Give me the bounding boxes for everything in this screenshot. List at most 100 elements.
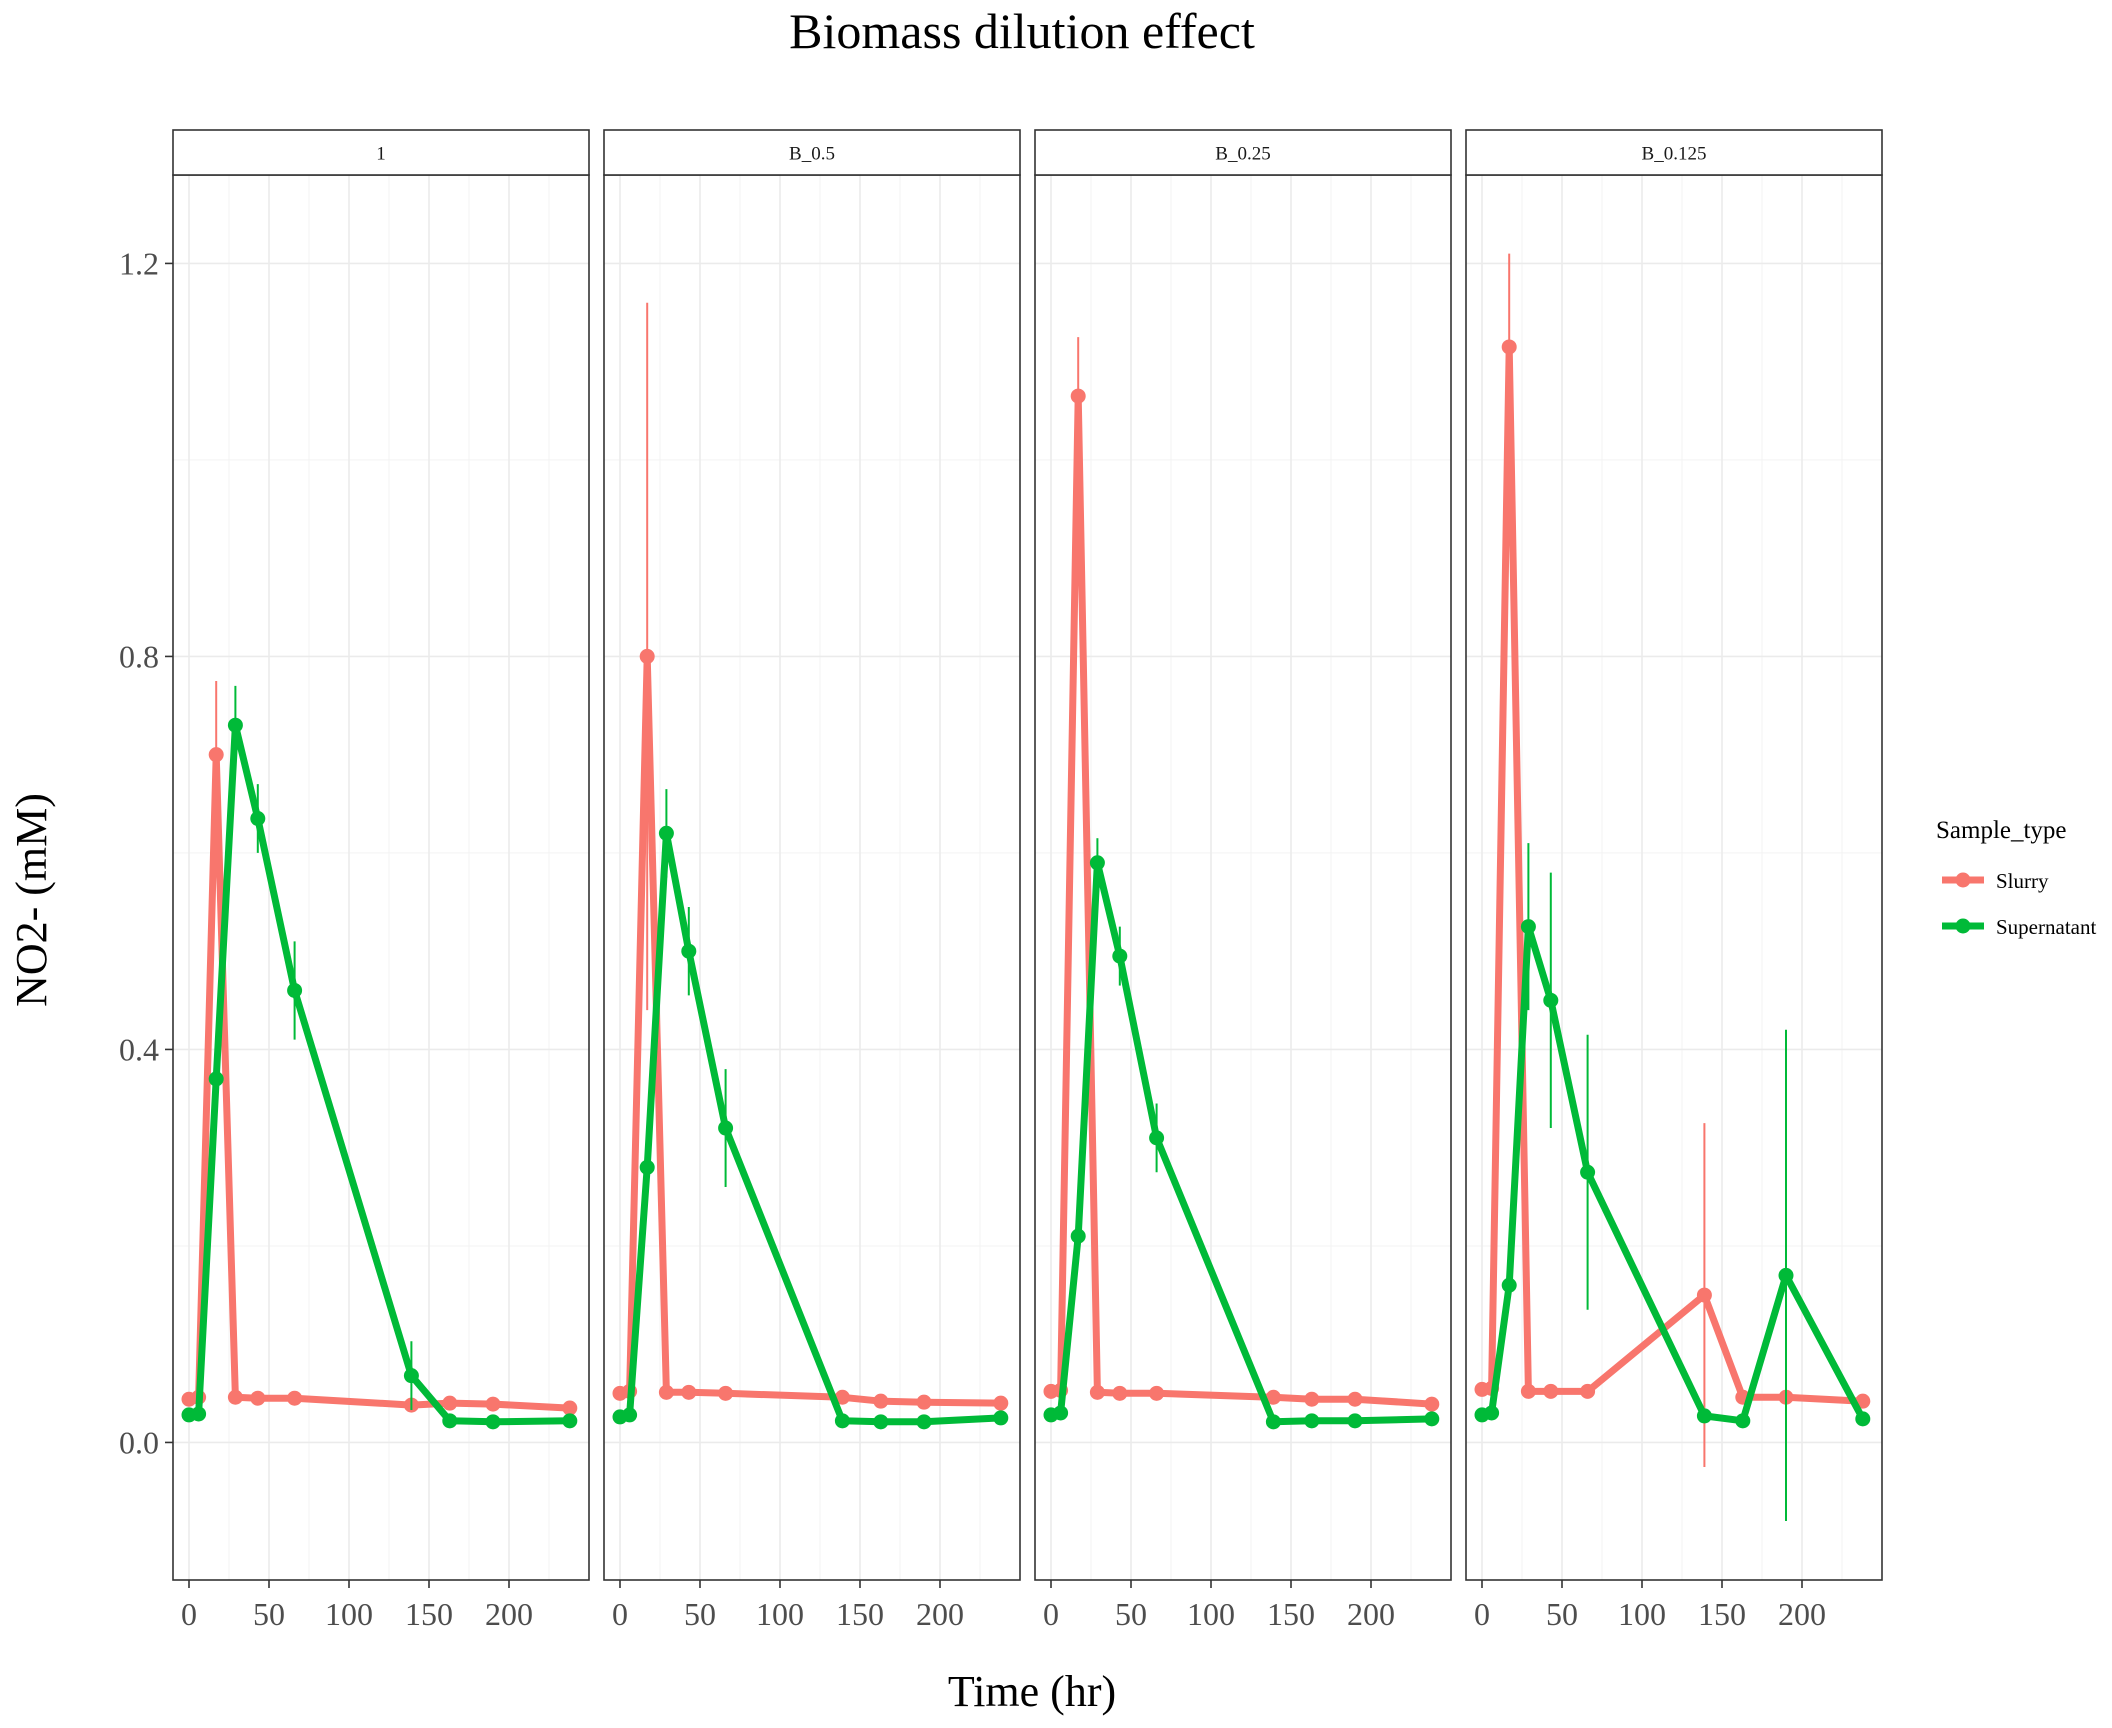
legend-entry: Slurry — [1942, 869, 2049, 893]
data-point — [1520, 919, 1536, 935]
data-point — [1112, 1385, 1128, 1401]
y-axis-title: NO2- (mM) — [7, 793, 56, 1007]
y-tick-label: 0.8 — [119, 638, 159, 674]
x-tick-label: 100 — [1187, 1596, 1235, 1632]
data-point — [1543, 992, 1559, 1008]
data-point — [1347, 1413, 1363, 1429]
data-point — [191, 1406, 207, 1422]
data-point — [681, 1384, 697, 1400]
series-supernatant — [181, 685, 578, 1430]
data-point — [1735, 1413, 1751, 1429]
data-point — [1484, 1405, 1500, 1421]
data-point — [1696, 1287, 1712, 1303]
data-point — [227, 717, 243, 733]
data-point — [562, 1400, 578, 1416]
data-point — [1265, 1414, 1281, 1430]
data-point — [873, 1414, 889, 1430]
y-axis: 0.0 0.4 0.8 1.2 — [119, 245, 173, 1460]
series-line — [616, 652, 1005, 1407]
data-point — [1778, 1267, 1794, 1283]
legend-key-point — [1955, 918, 1971, 934]
data-point — [1580, 1383, 1596, 1399]
data-point — [834, 1389, 850, 1405]
data-point — [639, 648, 655, 664]
chart-title: Biomass dilution effect — [789, 3, 1255, 59]
series-line — [185, 751, 574, 1412]
data-point — [834, 1413, 850, 1429]
facet-strip-label: B_0.5 — [789, 144, 835, 165]
x-tick-label: 100 — [325, 1596, 373, 1632]
legend-title: Sample_type — [1936, 817, 2067, 844]
data-point — [1070, 1228, 1086, 1244]
series-line — [1478, 923, 1867, 1425]
data-point — [1501, 1277, 1517, 1293]
x-tick-label: 100 — [756, 1596, 804, 1632]
data-point — [1053, 1405, 1069, 1421]
data-point — [485, 1396, 501, 1412]
x-tick-label: 0 — [1043, 1596, 1059, 1632]
y-tick-label: 0.0 — [119, 1424, 159, 1460]
facet-panel: 1 0 50 100 150 200 — [172, 129, 590, 1632]
x-tick-label: 50 — [1546, 1596, 1578, 1632]
y-tick-label: 0.4 — [119, 1031, 159, 1067]
data-point — [403, 1368, 419, 1384]
data-point — [250, 811, 266, 827]
data-point — [1580, 1164, 1596, 1180]
data-point — [1424, 1411, 1440, 1427]
data-point — [250, 1390, 266, 1406]
data-point — [1304, 1413, 1320, 1429]
facet-strip — [603, 129, 1021, 176]
data-point — [1149, 1385, 1165, 1401]
data-point — [485, 1414, 501, 1430]
x-tick-label: 150 — [405, 1596, 453, 1632]
data-point — [442, 1395, 458, 1411]
x-tick-label: 0 — [612, 1596, 628, 1632]
facet-strip — [172, 129, 590, 176]
data-point — [227, 1389, 243, 1405]
series-line — [1478, 343, 1867, 1405]
series-line — [616, 829, 1005, 1426]
data-point — [1347, 1391, 1363, 1407]
series-supernatant — [1474, 843, 1871, 1522]
data-point — [208, 747, 224, 763]
data-point — [1265, 1389, 1281, 1405]
data-point — [658, 1384, 674, 1400]
data-point — [639, 1159, 655, 1175]
data-point — [916, 1414, 932, 1430]
facet-strip — [1034, 129, 1452, 176]
data-point — [718, 1120, 734, 1136]
data-point — [1501, 339, 1517, 355]
facet-strip-label: B_0.25 — [1215, 144, 1270, 165]
series-line — [1047, 392, 1436, 1408]
facet-strip — [1465, 129, 1883, 176]
data-point — [1112, 948, 1128, 964]
series-slurry — [1043, 337, 1440, 1412]
legend-entry: Supernatant — [1942, 915, 2096, 939]
data-point — [1304, 1391, 1320, 1407]
legend-key-point — [1955, 872, 1971, 888]
y-tick-label: 1.2 — [119, 245, 159, 281]
data-point — [1543, 1383, 1559, 1399]
x-tick-label: 100 — [1618, 1596, 1666, 1632]
data-point — [1424, 1396, 1440, 1412]
series-line — [185, 721, 574, 1426]
legend-label: Slurry — [1996, 869, 2049, 893]
data-point — [208, 1071, 224, 1087]
data-point — [1696, 1408, 1712, 1424]
facet-panel: B_0.125 0 50 100 150 200 — [1465, 129, 1883, 1632]
facet-panel: B_0.25 0 50 100 150 200 — [1034, 129, 1452, 1632]
facet-strip-label: 1 — [376, 144, 386, 165]
series-slurry — [181, 680, 578, 1416]
data-point — [1855, 1411, 1871, 1427]
series-supernatant — [1043, 838, 1440, 1430]
data-point — [873, 1393, 889, 1409]
data-point — [622, 1407, 638, 1423]
data-point — [562, 1413, 578, 1429]
data-point — [1089, 1384, 1105, 1400]
facet-panel: B_0.5 0 50 100 150 200 — [603, 129, 1021, 1632]
data-point — [718, 1385, 734, 1401]
x-tick-label: 50 — [1115, 1596, 1147, 1632]
data-point — [658, 825, 674, 841]
